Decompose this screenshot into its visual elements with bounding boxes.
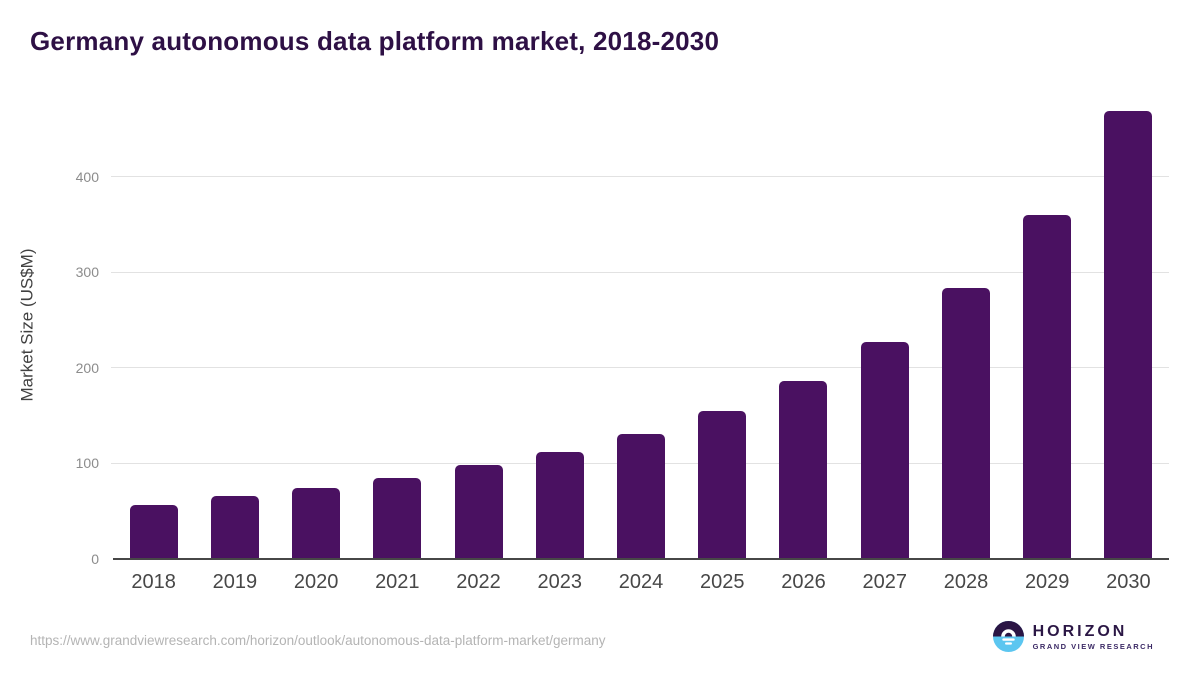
bar-2018[interactable]	[129, 504, 178, 559]
bar-2020[interactable]	[292, 488, 341, 559]
horizon-logo: HORIZON GRAND VIEW RESEARCH	[992, 621, 1154, 652]
logo-wordmark: HORIZON	[1032, 622, 1128, 640]
x-tick-label-2020: 2020	[293, 571, 339, 593]
gridline-200	[111, 367, 1169, 369]
bar-cell-2021	[357, 100, 438, 559]
bar-2026[interactable]	[779, 381, 828, 559]
x-axis-line	[113, 558, 1169, 560]
y-tick-label-0: 0	[91, 551, 99, 567]
x-tick-label-2026: 2026	[781, 571, 826, 593]
bar-cell-2024	[600, 100, 681, 559]
bar-cell-2025	[682, 100, 763, 559]
chart-title: Germany autonomous data platform market,…	[30, 26, 720, 56]
x-tick-label-2023: 2023	[537, 571, 583, 593]
bar-2024[interactable]	[617, 433, 666, 559]
y-tick-label-100: 100	[75, 455, 99, 472]
x-tick-label-2030: 2030	[1106, 571, 1151, 593]
y-tick-label-300: 300	[75, 264, 99, 281]
bar-cell-2026	[763, 100, 844, 559]
x-tick-label-2019: 2019	[212, 571, 258, 593]
logo-subtitle: GRAND VIEW RESEARCH	[1032, 641, 1154, 651]
bar-2027[interactable]	[860, 341, 909, 559]
bar-2028[interactable]	[941, 288, 990, 559]
y-tick-label-200: 200	[75, 359, 99, 376]
x-tick-label-2024: 2024	[618, 571, 664, 593]
horizon-sun-icon	[992, 621, 1024, 652]
x-tick-label-2018: 2018	[131, 571, 176, 593]
bar-2021[interactable]	[373, 477, 422, 559]
bar-2030[interactable]	[1104, 110, 1153, 559]
bar-cell-2020	[275, 100, 356, 559]
bar-cell-2019	[194, 100, 275, 559]
bar-cell-2027	[844, 100, 925, 559]
x-axis-tick-labels: 2018 2019 2020 2021 2022 2023 2024 2025 2026 2027…	[113, 571, 1169, 594]
bar-cell-2030	[1088, 100, 1169, 559]
x-tick-label-2028: 2028	[943, 571, 989, 593]
bar-cell-2028	[925, 100, 1006, 559]
y-axis-title-text: Market Size (US$M)	[18, 248, 37, 402]
x-tick-label-2022: 2022	[456, 571, 501, 593]
x-tick-label-2021: 2021	[375, 571, 420, 593]
bar-cell-2029	[1007, 100, 1088, 559]
plot-area: 0 100 200 300 400	[76, 100, 1169, 566]
logo-text: HORIZON GRAND VIEW RESEARCH	[1033, 623, 1154, 651]
bar-2025[interactable]	[698, 410, 747, 559]
bar-2019[interactable]	[210, 495, 259, 559]
source-url: https://www.grandviewresearch.com/horizo…	[30, 633, 606, 648]
y-tick-label-400: 400	[75, 168, 99, 185]
gridline-300	[111, 271, 1169, 273]
x-tick-label-2025: 2025	[700, 571, 745, 593]
bar-cell-2023	[519, 100, 600, 559]
gridline-400	[111, 176, 1169, 177]
x-tick-label-2027: 2027	[862, 571, 907, 593]
bar-series	[113, 100, 1169, 559]
bar-2023[interactable]	[535, 451, 584, 559]
bar-2022[interactable]	[454, 465, 503, 559]
bar-2029[interactable]	[1023, 214, 1072, 559]
x-tick-label-2029: 2029	[1024, 571, 1070, 593]
bar-cell-2022	[438, 100, 519, 559]
bar-cell-2018	[113, 100, 194, 559]
